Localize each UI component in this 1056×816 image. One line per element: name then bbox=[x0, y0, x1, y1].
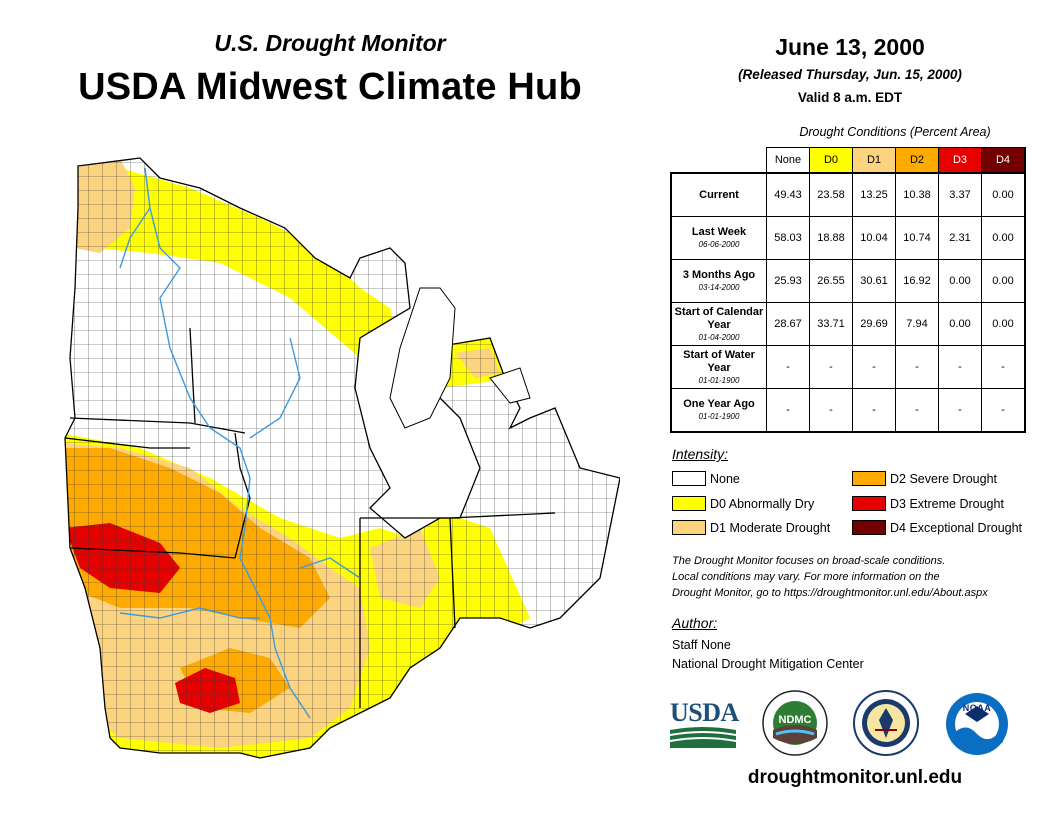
table-row: Current 49.43 23.58 13.25 10.38 3.37 0.00 bbox=[670, 172, 1026, 217]
doc-seal-logo bbox=[853, 690, 919, 756]
map-title: USDA Midwest Climate Hub bbox=[78, 66, 582, 108]
table-cell: - bbox=[852, 345, 896, 389]
col-header: D1 bbox=[852, 147, 896, 174]
row-label: 3 Months Ago 03-14-2000 bbox=[670, 259, 767, 303]
table-cell: 3.37 bbox=[938, 172, 982, 217]
table-cell: 0.00 bbox=[981, 172, 1026, 217]
table-cell: 29.69 bbox=[852, 302, 896, 346]
table-row: Start of Water Year 01-01-1900- - - - - - bbox=[670, 345, 1026, 389]
col-header: D3 bbox=[938, 147, 982, 174]
legend-label: D1 Moderate Drought bbox=[710, 521, 831, 535]
table-cell: 18.88 bbox=[809, 216, 853, 260]
legend-label: None bbox=[710, 472, 740, 486]
table-cell: 10.04 bbox=[852, 216, 896, 260]
legend-swatch bbox=[672, 496, 706, 511]
col-header: D2 bbox=[895, 147, 939, 174]
drought-map bbox=[60, 148, 620, 773]
table-row: 3 Months Ago 03-14-2000 25.93 26.55 30.61 16.… bbox=[670, 259, 1026, 303]
table-caption: Drought Conditions (Percent Area) bbox=[799, 125, 991, 139]
author-name: Staff None bbox=[672, 638, 731, 652]
table-cell: 26.55 bbox=[809, 259, 853, 303]
table-cell: - bbox=[981, 388, 1026, 433]
table-cell: 33.71 bbox=[809, 302, 853, 346]
map-date: June 13, 2000 bbox=[775, 34, 925, 60]
legend-label: D0 Abnormally Dry bbox=[710, 497, 815, 511]
release-date: (Released Thursday, Jun. 15, 2000) bbox=[738, 67, 962, 82]
table-cell: - bbox=[938, 388, 982, 433]
table-cell: 58.03 bbox=[766, 216, 810, 260]
table-row: Last Week 06-06-2000 58.03 18.88 10.04 10.74 2… bbox=[670, 216, 1026, 260]
table-cell: 25.93 bbox=[766, 259, 810, 303]
table-cell: - bbox=[938, 345, 982, 389]
legend-swatch bbox=[672, 520, 706, 535]
table-cell: 0.00 bbox=[938, 302, 982, 346]
table-row: Start of Calendar Year 01-04-2000 28.67 33.… bbox=[670, 302, 1026, 346]
table-cell: - bbox=[809, 388, 853, 433]
table-cell: - bbox=[895, 388, 939, 433]
table-row: One Year Ago 01-01-1900- - - - - - bbox=[670, 388, 1026, 433]
legend-swatch bbox=[672, 471, 706, 486]
row-label: Start of Calendar Year 01-04-2000 bbox=[670, 302, 767, 346]
author-organization: National Drought Mitigation Center bbox=[672, 657, 864, 671]
table-cell: 28.67 bbox=[766, 302, 810, 346]
table-cell: 0.00 bbox=[981, 216, 1026, 260]
usda-logo-graphic bbox=[670, 727, 736, 748]
table-cell: - bbox=[809, 345, 853, 389]
row-label: Start of Water Year 01-01-1900 bbox=[670, 345, 767, 389]
drought-stats-table: None D0 D1 D2 D3 D4 Current 49.43 23.58 13.… bbox=[670, 147, 1026, 433]
row-label: Last Week 06-06-2000 bbox=[670, 216, 767, 260]
table-cell: 16.92 bbox=[895, 259, 939, 303]
ndmc-logo: NDMC bbox=[762, 690, 828, 756]
table-cell: 23.58 bbox=[809, 172, 853, 217]
table-cell: 2.31 bbox=[938, 216, 982, 260]
author-heading: Author: bbox=[672, 615, 718, 631]
table-cell: - bbox=[895, 345, 939, 389]
valid-time: Valid 8 a.m. EDT bbox=[797, 90, 903, 105]
table-cell: 0.00 bbox=[981, 302, 1026, 346]
row-label: Current bbox=[670, 172, 767, 217]
col-header: None bbox=[766, 147, 810, 174]
table-cell: 10.38 bbox=[895, 172, 939, 217]
map-subtitle: U.S. Drought Monitor bbox=[214, 30, 446, 56]
table-cell: - bbox=[981, 345, 1026, 389]
legend-swatch bbox=[852, 471, 886, 486]
table-cell: - bbox=[852, 388, 896, 433]
col-header: D4 bbox=[981, 147, 1026, 174]
legend-label: D2 Severe Drought bbox=[890, 472, 998, 486]
table-cell: 7.94 bbox=[895, 302, 939, 346]
table-cell: 13.25 bbox=[852, 172, 896, 217]
row-label: One Year Ago 01-01-1900 bbox=[670, 388, 767, 433]
legend-label: D3 Extreme Drought bbox=[890, 497, 1004, 511]
table-cell: 0.00 bbox=[938, 259, 982, 303]
noaa-logo: NOAA bbox=[945, 692, 1009, 756]
disclaimer-note: The Drought Monitor focuses on broad-sca… bbox=[672, 555, 988, 599]
legend-label: D4 Exceptional Drought bbox=[890, 521, 1023, 535]
usda-logo: USDA bbox=[670, 700, 740, 750]
col-header: D0 bbox=[809, 147, 853, 174]
table-cell: - bbox=[766, 388, 810, 433]
table-cell: - bbox=[766, 345, 810, 389]
legend-swatch bbox=[852, 520, 886, 535]
website-url[interactable]: droughtmonitor.unl.edu bbox=[747, 767, 963, 788]
table-cell: 0.00 bbox=[981, 259, 1026, 303]
table-cell: 10.74 bbox=[895, 216, 939, 260]
legend-title: Intensity: bbox=[672, 446, 729, 462]
table-cell: 49.43 bbox=[766, 172, 810, 217]
table-cell: 30.61 bbox=[852, 259, 896, 303]
legend-swatch bbox=[852, 496, 886, 511]
